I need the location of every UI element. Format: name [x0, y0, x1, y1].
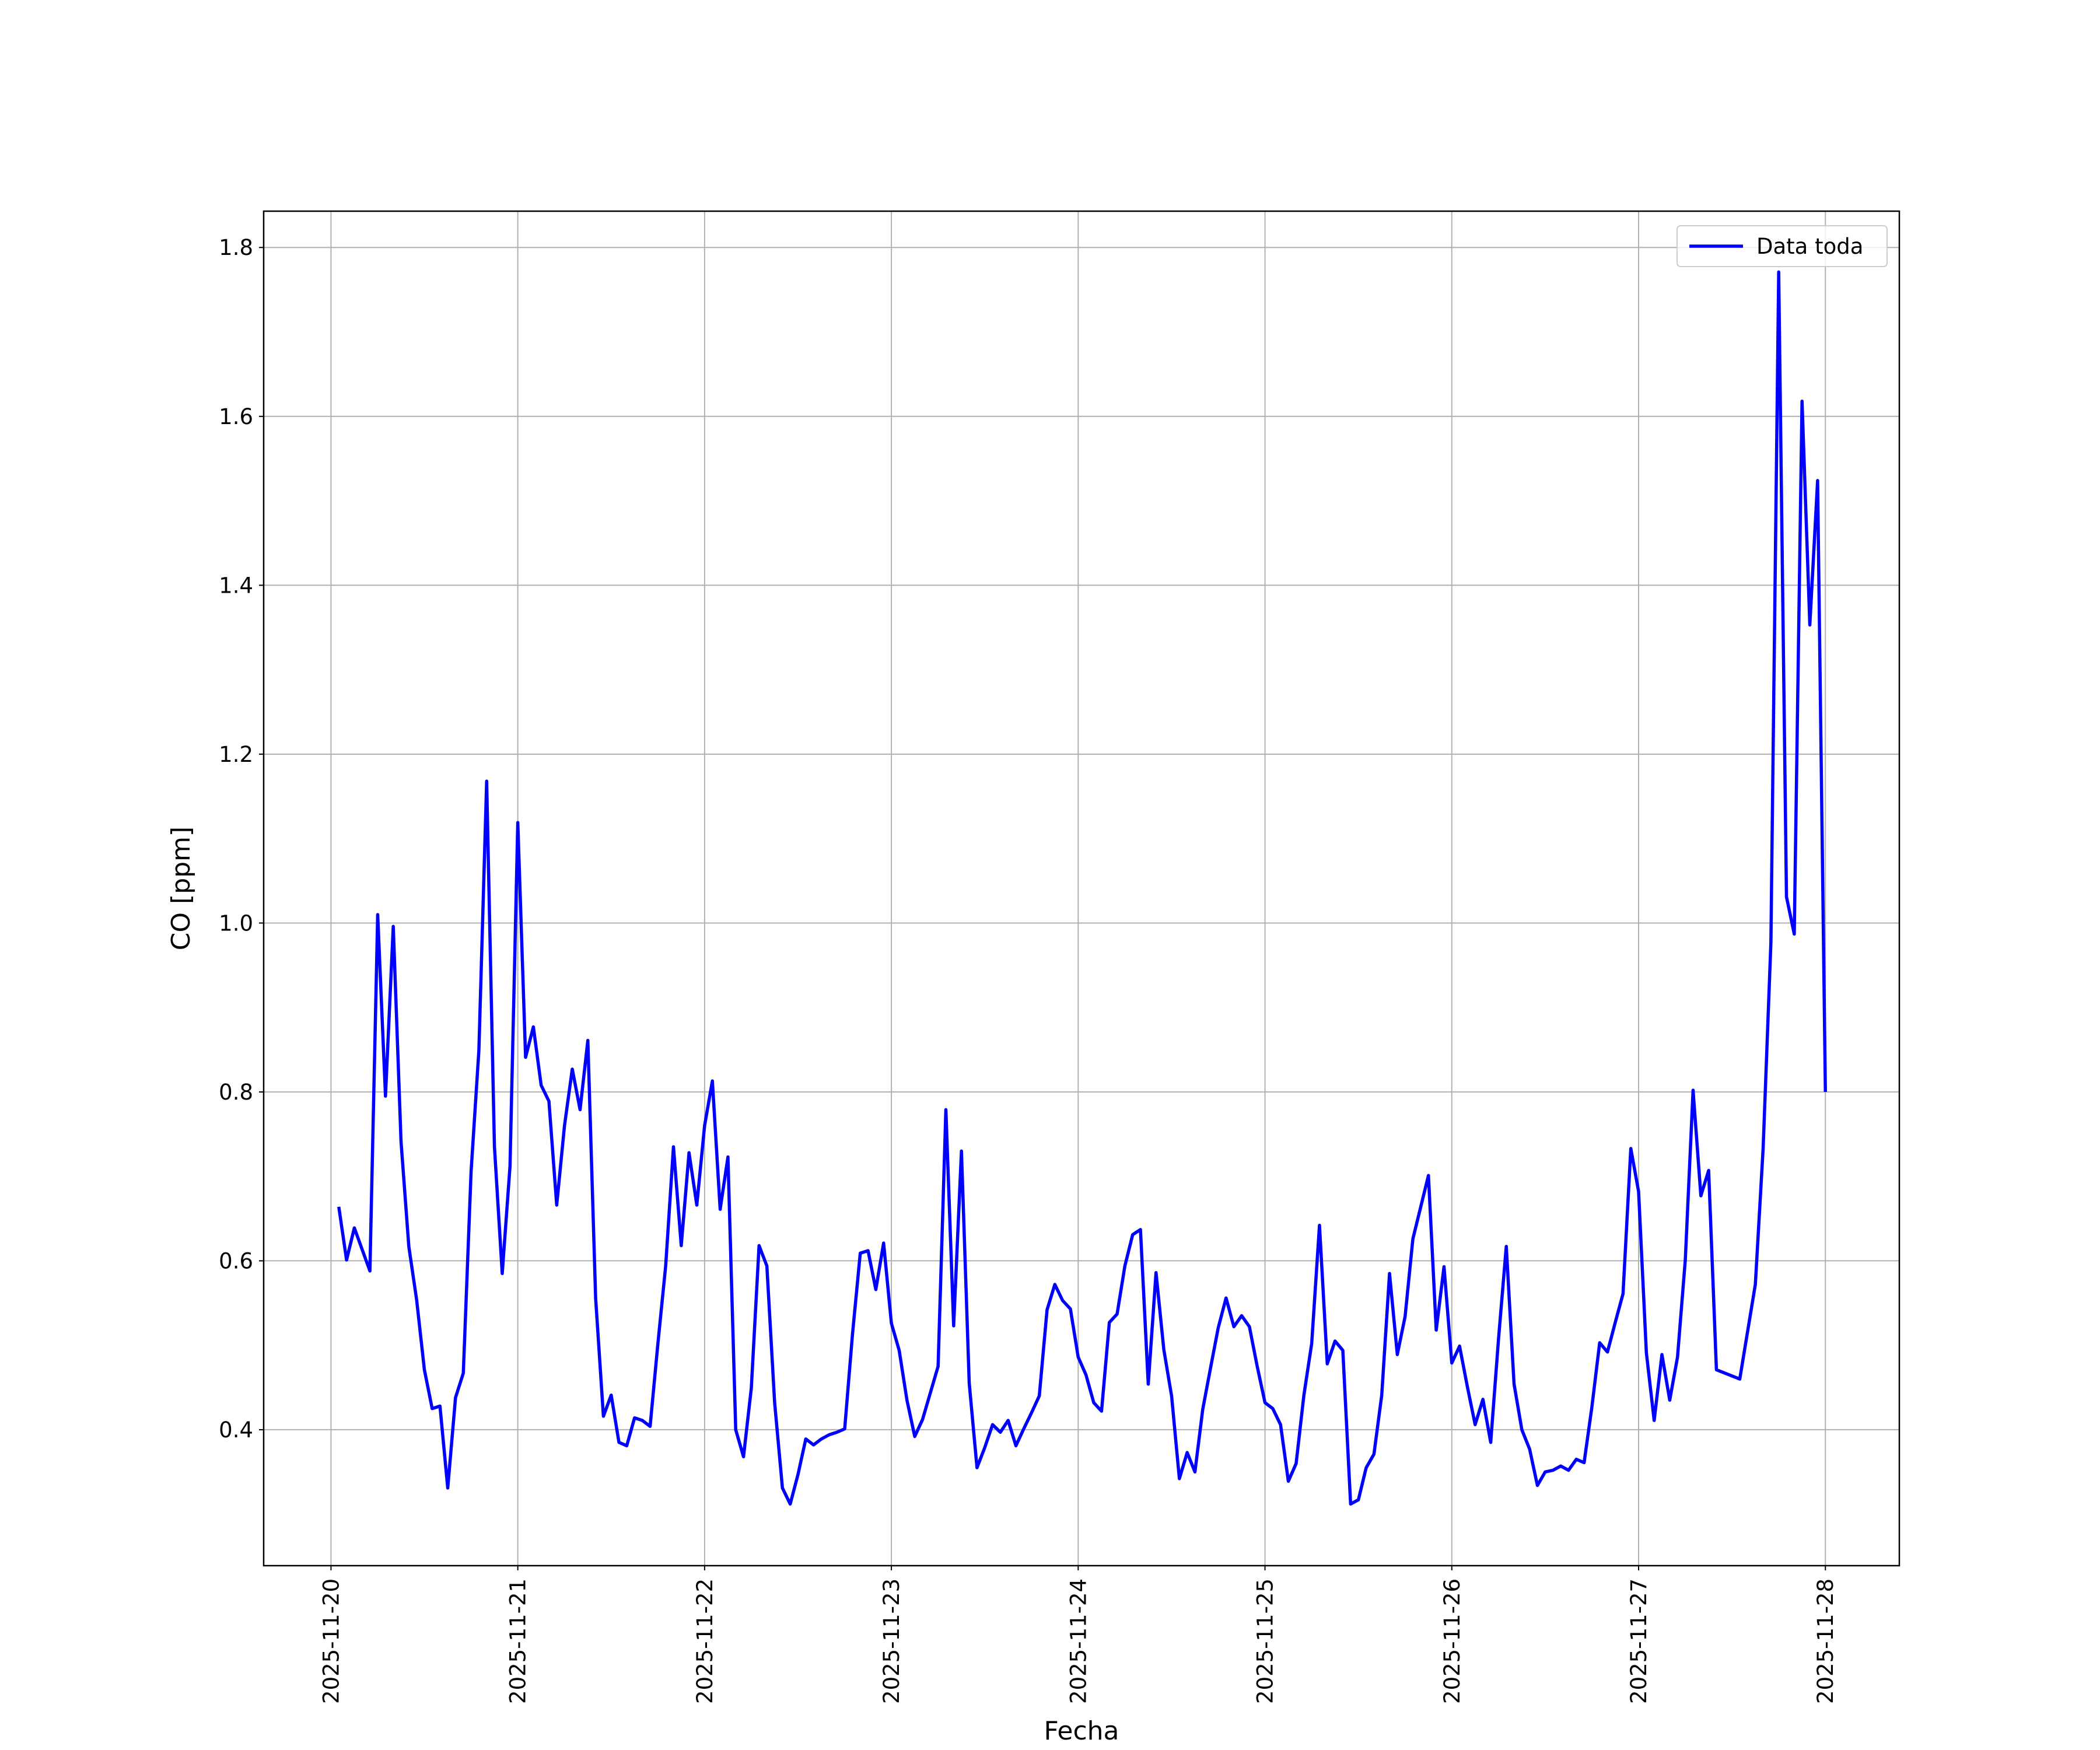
data-line: [337, 270, 1827, 1506]
x-tick-label: 2025-11-22: [692, 1578, 718, 1704]
y-tick-label: 1.2: [219, 742, 253, 767]
x-tick-label: 2025-11-26: [1440, 1578, 1465, 1704]
legend-label: Data toda: [1756, 234, 1863, 259]
x-tick-label: 2025-11-23: [879, 1578, 904, 1704]
y-axis-label: CO [ppm]: [166, 827, 196, 950]
x-tick-label: 2025-11-27: [1626, 1578, 1651, 1704]
x-tick-label: 2025-11-25: [1253, 1578, 1278, 1704]
y-tick-label: 1.8: [219, 235, 253, 260]
y-tick-label: 0.6: [219, 1248, 253, 1273]
x-tick-label: 2025-11-20: [318, 1578, 344, 1704]
x-tick-label: 2025-11-28: [1813, 1578, 1838, 1704]
x-tick-label: 2025-11-21: [506, 1578, 531, 1704]
y-tick-label: 1.6: [219, 404, 253, 429]
legend-box: [1676, 225, 1888, 267]
x-axis-label: Fecha: [1044, 1716, 1119, 1746]
x-tick-label: 2025-11-24: [1066, 1578, 1091, 1704]
y-tick-label: 1.4: [219, 573, 253, 598]
y-tick-label: 0.4: [219, 1418, 253, 1443]
y-tick-label: 1.0: [219, 911, 253, 936]
plot-frame: [262, 210, 1901, 1567]
y-tick-label: 0.8: [219, 1080, 253, 1105]
